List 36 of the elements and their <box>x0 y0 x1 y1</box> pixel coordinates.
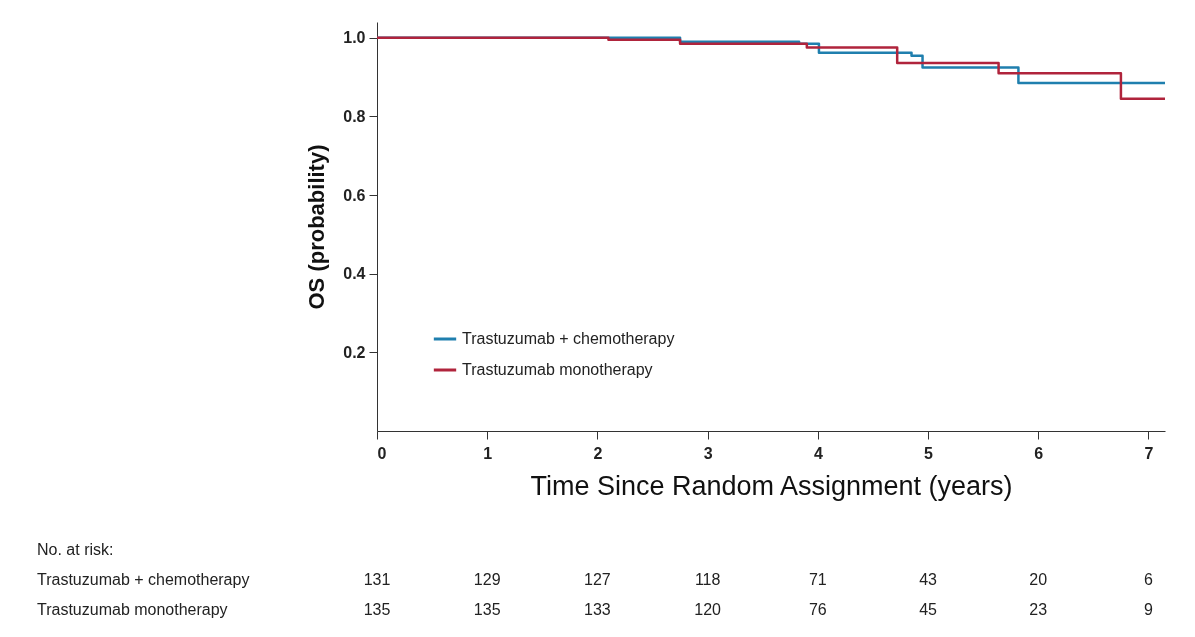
x-tick-label: 3 <box>703 444 713 462</box>
y-axis-title: OS (probability) <box>304 144 330 310</box>
text: 71 <box>808 571 827 588</box>
text: 135 <box>363 601 391 618</box>
text: Trastuzumab monotherapy <box>37 601 228 618</box>
text: 131 <box>363 571 391 588</box>
y-tick-label: 0.8 <box>343 107 366 125</box>
text: 20 <box>1029 571 1048 588</box>
text: 6 <box>1144 571 1154 588</box>
y-tick-label: 0.6 <box>343 186 366 204</box>
text: Trastuzumab + chemotherapy <box>37 571 250 588</box>
x-tick-label: 7 <box>1144 444 1154 462</box>
text: 23 <box>1029 601 1048 618</box>
x-tick-label: 1 <box>483 444 493 462</box>
x-tick-label: 0 <box>377 444 387 462</box>
text: 76 <box>808 601 827 618</box>
x-tick-label: 5 <box>924 444 934 462</box>
y-tick-label: 0.2 <box>343 343 366 361</box>
x-tick-label: 2 <box>593 444 603 462</box>
text: No. at risk: <box>37 541 114 558</box>
x-tick-label: 6 <box>1034 444 1044 462</box>
text: 45 <box>919 601 938 618</box>
text: 43 <box>919 571 938 588</box>
legend-label: Trastuzumab + chemotherapy <box>462 330 675 347</box>
text: 9 <box>1144 601 1154 618</box>
text: 118 <box>694 571 721 588</box>
text: 120 <box>694 601 722 618</box>
text: 129 <box>473 571 501 588</box>
text: 127 <box>584 571 611 588</box>
y-tick-label: 0.4 <box>343 265 366 283</box>
y-tick-label: 1.0 <box>343 29 366 47</box>
x-tick-label: 4 <box>813 444 823 462</box>
text: 135 <box>473 601 501 618</box>
text: 133 <box>584 601 611 618</box>
x-axis-title: Time Since Random Assignment (years) <box>530 470 1013 501</box>
legend-label: Trastuzumab monotherapy <box>462 361 653 378</box>
